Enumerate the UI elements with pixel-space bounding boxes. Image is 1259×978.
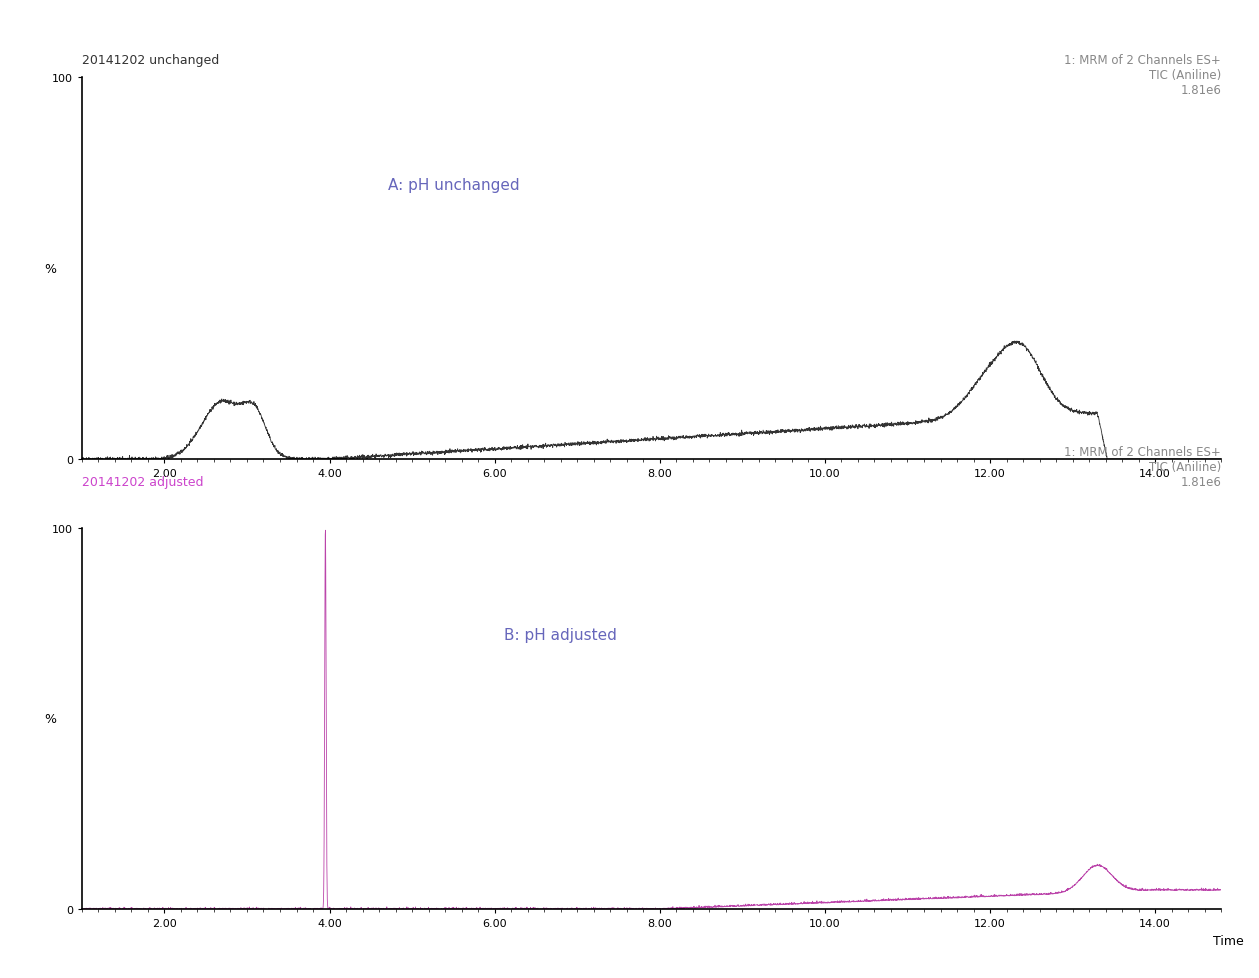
X-axis label: Time: Time bbox=[1214, 934, 1244, 947]
Text: 1: MRM of 2 Channels ES+
TIC (Aniline)
1.81e6: 1: MRM of 2 Channels ES+ TIC (Aniline) 1… bbox=[1064, 54, 1221, 97]
Text: 1: MRM of 2 Channels ES+
TIC (Aniline)
1.81e6: 1: MRM of 2 Channels ES+ TIC (Aniline) 1… bbox=[1064, 446, 1221, 489]
Y-axis label: %: % bbox=[44, 712, 57, 726]
Text: B: pH adjusted: B: pH adjusted bbox=[505, 628, 617, 643]
Text: A: pH unchanged: A: pH unchanged bbox=[388, 178, 519, 193]
Text: 20141202 adjusted: 20141202 adjusted bbox=[82, 476, 204, 489]
Y-axis label: %: % bbox=[44, 262, 57, 276]
Text: 20141202 unchanged: 20141202 unchanged bbox=[82, 54, 219, 67]
